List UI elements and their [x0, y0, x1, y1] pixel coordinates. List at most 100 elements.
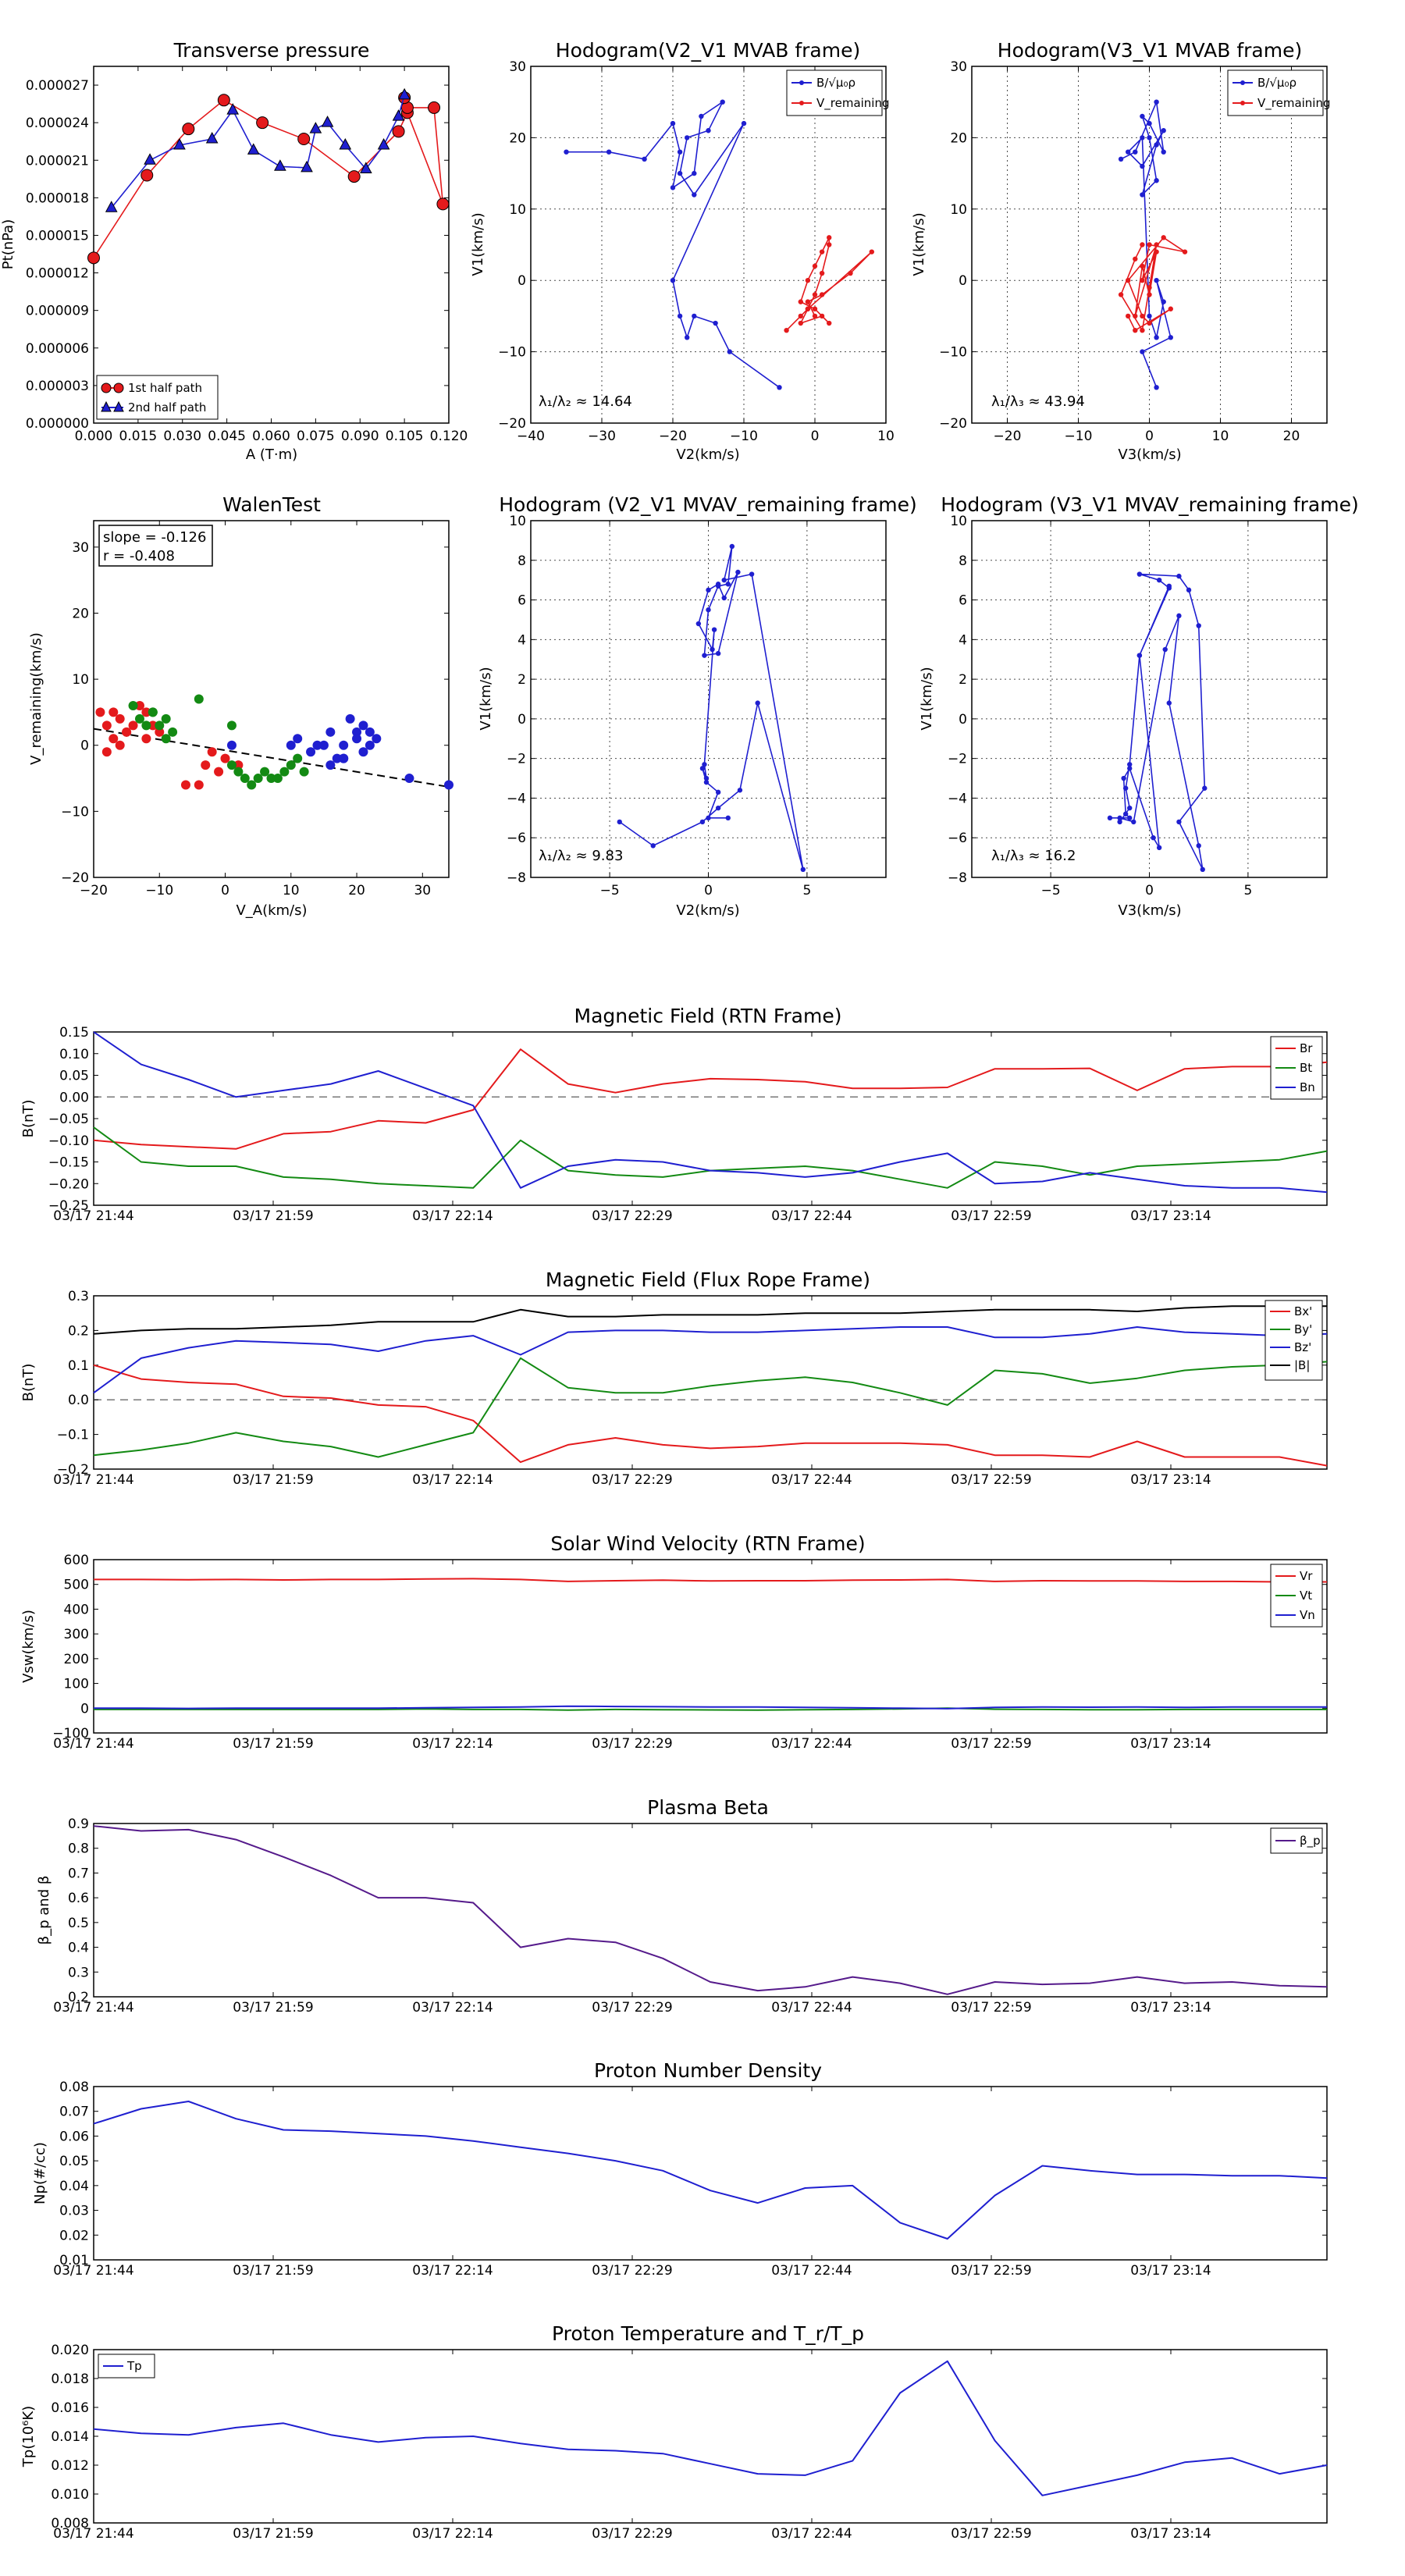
- legend: Br Bt Bn: [1270, 1036, 1323, 1100]
- data-point: [182, 123, 195, 136]
- y-tick-label: 6: [959, 593, 967, 609]
- x-tick-label: 03/17 23:14: [1130, 1472, 1211, 1488]
- data-point: [128, 700, 138, 710]
- data-point: [1127, 766, 1133, 771]
- x-tick-label: 03/17 21:59: [233, 1736, 313, 1752]
- y-tick-label: −10: [939, 345, 967, 361]
- x-tick-label: 03/17 21:44: [53, 1208, 133, 1224]
- x-tick-label: 03/17 22:44: [771, 1208, 852, 1224]
- data-point: [345, 713, 355, 724]
- data-point: [1126, 278, 1131, 283]
- y-tick-label: 0.07: [59, 2105, 89, 2120]
- data-point: [115, 740, 125, 750]
- data-point: [299, 767, 309, 777]
- data-point: [87, 251, 100, 265]
- correlation-text: r = -0.408: [103, 548, 175, 564]
- data-point: [805, 299, 811, 304]
- data-point: [1168, 335, 1174, 340]
- legend-label: B/√μ₀ρ: [1257, 76, 1297, 90]
- transverse-pressure-panel: Transverse pressure A (T·m) Pt(nPa) 0.00…: [0, 39, 468, 463]
- data-point: [1176, 819, 1182, 825]
- data-point: [1196, 623, 1201, 628]
- data-point: [1147, 135, 1152, 141]
- legend-label: V_remaining: [816, 96, 890, 111]
- x-tick-label: −10: [145, 883, 173, 898]
- x-tick-label: 03/17 23:14: [1130, 2000, 1211, 2016]
- magnetic-field-rtn-panel: Magnetic Field (RTN Frame) B(nT) 03/17 2…: [20, 1005, 1328, 1224]
- data-point: [650, 843, 656, 849]
- y-tick-label: 30: [72, 540, 89, 556]
- legend-label: V_remaining: [1257, 96, 1331, 111]
- data-point: [134, 700, 144, 710]
- data-point: [207, 747, 217, 757]
- legend: β_p: [1270, 1827, 1323, 1854]
- y-tick-label: 0.018: [51, 2371, 89, 2387]
- data-point: [699, 766, 706, 771]
- data-point: [1196, 843, 1201, 849]
- data-point: [702, 762, 707, 767]
- data-point: [725, 815, 731, 821]
- data-point: [247, 143, 260, 155]
- data-point: [713, 320, 718, 326]
- x-axis-label: V_A(km/s): [236, 902, 307, 919]
- y-axis-label: Vsw(km/s): [20, 1610, 37, 1683]
- series-line: [93, 1126, 1328, 1189]
- data-point: [710, 646, 715, 653]
- series-line: [94, 1578, 1327, 1583]
- data-point: [1147, 313, 1152, 319]
- data-point: [398, 87, 411, 100]
- y-tick-label: 0: [518, 712, 526, 728]
- data-point: [321, 116, 334, 127]
- panel-title: Hodogram (V2_V1 MVAV_remaining frame): [499, 493, 917, 516]
- x-tick-label: −30: [588, 429, 616, 444]
- data-point: [706, 607, 711, 613]
- y-tick-label: 300: [64, 1627, 89, 1642]
- x-tick-label: 03/17 22:44: [771, 2263, 852, 2279]
- solar-wind-velocity-panel: Solar Wind Velocity (RTN Frame) Vsw(km/s…: [20, 1532, 1328, 1752]
- data-point: [1118, 156, 1124, 162]
- data-point: [233, 767, 244, 777]
- y-tick-label: 0: [959, 273, 967, 289]
- x-axis-label: V2(km/s): [676, 902, 739, 919]
- y-axis-label: B(nT): [20, 1364, 37, 1402]
- data-point: [279, 767, 290, 777]
- data-point: [1140, 135, 1145, 141]
- panel-title: WalenTest: [222, 493, 321, 516]
- data-point: [141, 720, 151, 731]
- data-point: [692, 313, 697, 319]
- x-tick-label: 03/17 22:29: [592, 2263, 672, 2279]
- data-point: [286, 760, 296, 770]
- data-point: [805, 278, 811, 283]
- y-tick-label: 0.1: [68, 1358, 89, 1374]
- data-point: [1202, 785, 1208, 791]
- y-tick-label: 30: [509, 59, 526, 75]
- y-tick-label: −2: [507, 752, 526, 767]
- y-tick-label: 0.000009: [26, 304, 89, 319]
- y-tick-label: 20: [509, 130, 526, 146]
- data-point: [784, 327, 789, 333]
- magnetic-field-fluxrope-panel: Magnetic Field (Flux Rope Frame) B(nT) 0…: [20, 1268, 1328, 1488]
- x-tick-label: 03/17 22:59: [951, 1472, 1031, 1488]
- data-point: [161, 713, 171, 724]
- eigenvalue-ratio: λ₁/λ₂ ≈ 9.83: [539, 848, 623, 864]
- y-tick-label: 0.014: [51, 2429, 89, 2445]
- y-axis-label: Np(#/cc): [32, 2142, 48, 2204]
- data-point: [1127, 805, 1133, 811]
- data-point: [1133, 256, 1138, 262]
- data-point: [1117, 815, 1122, 821]
- data-point: [377, 137, 390, 150]
- data-point: [798, 313, 803, 319]
- y-axis-label: V1(km/s): [911, 212, 927, 276]
- data-point: [339, 753, 349, 763]
- x-tick-label: 03/17 22:29: [592, 1208, 672, 1224]
- data-point: [1140, 263, 1145, 269]
- x-tick-label: 03/17 21:59: [233, 1472, 313, 1488]
- data-point: [1200, 866, 1205, 873]
- data-point: [703, 779, 710, 785]
- y-tick-label: 2: [518, 672, 526, 688]
- y-tick-label: −10: [498, 345, 526, 361]
- data-point: [272, 774, 283, 784]
- data-point: [226, 720, 237, 731]
- data-point: [819, 270, 825, 276]
- x-tick-label: −20: [659, 429, 687, 444]
